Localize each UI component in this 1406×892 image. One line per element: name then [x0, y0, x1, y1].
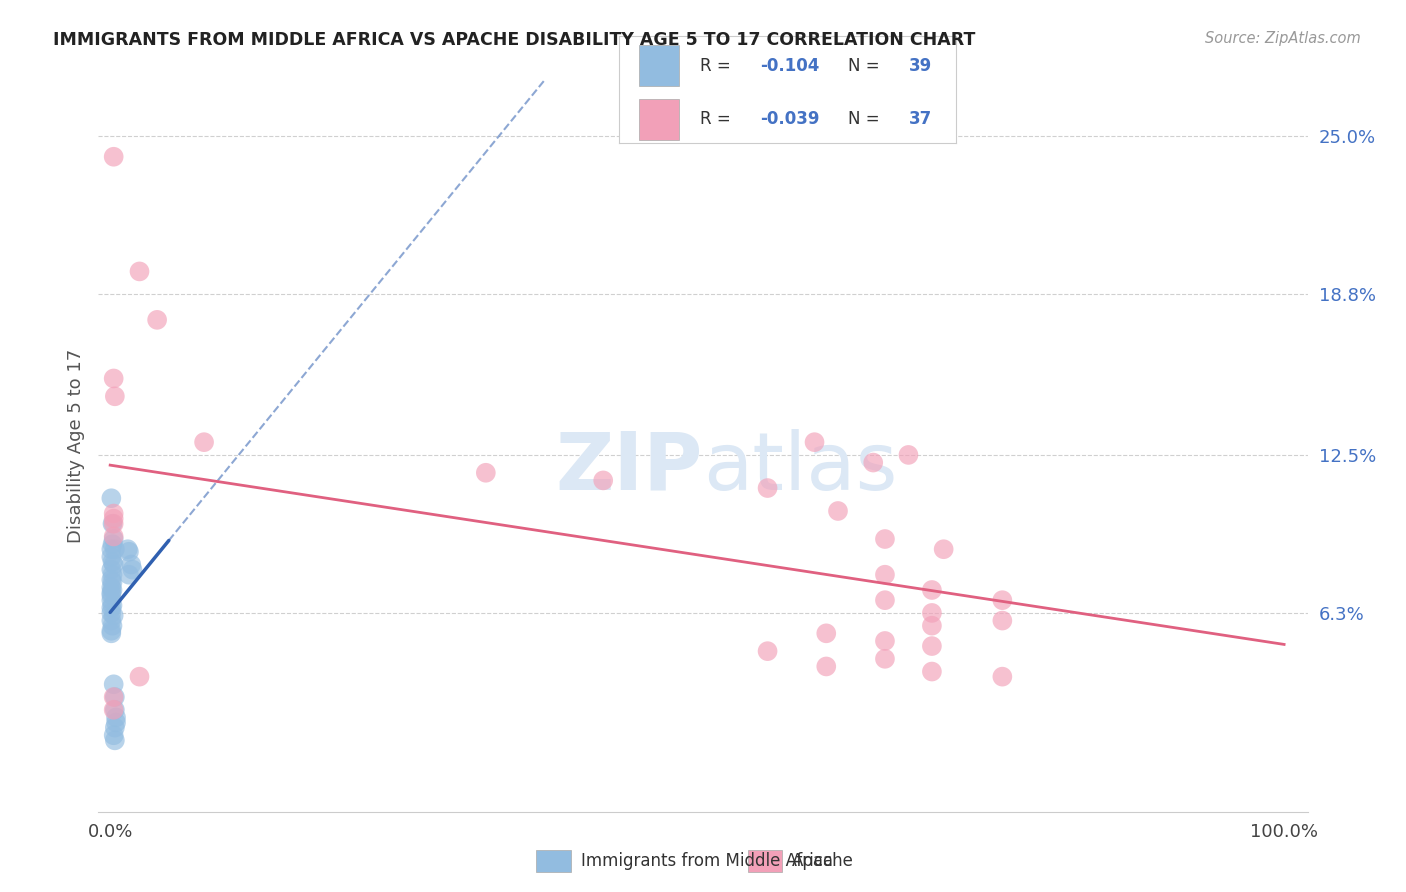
Point	[103, 150, 125, 164]
Text: atlas: atlas	[703, 429, 897, 507]
Point	[103, 532, 125, 546]
Point	[100, 593, 122, 607]
Point	[100, 549, 122, 564]
Text: 37: 37	[908, 111, 932, 128]
Bar	[638, 45, 679, 86]
Point	[873, 652, 896, 666]
Point	[100, 563, 122, 577]
Point	[103, 728, 125, 742]
Text: Source: ZipAtlas.com: Source: ZipAtlas.com	[1205, 31, 1361, 46]
Point	[103, 511, 125, 525]
Point	[103, 703, 125, 717]
Point	[103, 371, 125, 385]
Text: -0.039: -0.039	[761, 111, 820, 128]
Point	[873, 634, 896, 648]
Text: Immigrants from Middle Africa: Immigrants from Middle Africa	[581, 852, 832, 870]
Text: N =: N =	[848, 111, 884, 128]
Point	[827, 504, 849, 518]
Point	[104, 389, 127, 403]
Point	[803, 435, 825, 450]
Point	[873, 532, 896, 546]
Point	[101, 516, 124, 531]
Point	[991, 614, 1014, 628]
Point	[104, 542, 127, 557]
Point	[101, 555, 124, 569]
Point	[100, 542, 122, 557]
Point	[897, 448, 920, 462]
Text: ZIP: ZIP	[555, 429, 703, 507]
Point	[592, 474, 614, 488]
Point	[100, 491, 122, 506]
Point	[756, 644, 779, 658]
Point	[101, 537, 124, 551]
Point	[815, 659, 838, 673]
Bar	[748, 849, 782, 872]
Point	[862, 456, 884, 470]
Point	[475, 466, 498, 480]
Text: Apache: Apache	[793, 852, 855, 870]
Point	[100, 573, 122, 587]
Bar	[537, 849, 571, 872]
Point	[991, 593, 1014, 607]
Point	[128, 264, 150, 278]
Point	[991, 670, 1014, 684]
Point	[100, 626, 122, 640]
Y-axis label: Disability Age 5 to 17: Disability Age 5 to 17	[66, 349, 84, 543]
Point	[146, 313, 169, 327]
Point	[921, 618, 943, 632]
Point	[921, 606, 943, 620]
Point	[103, 608, 125, 623]
Text: 39: 39	[908, 57, 932, 75]
Point	[103, 690, 125, 704]
Point	[100, 600, 122, 615]
Text: R =: R =	[700, 111, 735, 128]
Point	[103, 516, 125, 531]
Point	[100, 614, 122, 628]
Point	[104, 733, 127, 747]
Point	[120, 558, 142, 572]
Text: -0.104: -0.104	[761, 57, 820, 75]
Point	[921, 665, 943, 679]
Point	[121, 563, 143, 577]
Point	[104, 703, 127, 717]
Point	[128, 670, 150, 684]
Point	[873, 567, 896, 582]
Point	[103, 507, 125, 521]
Point	[105, 710, 128, 724]
Point	[118, 545, 141, 559]
Point	[100, 581, 122, 595]
Point	[117, 542, 139, 557]
Text: R =: R =	[700, 57, 735, 75]
Point	[815, 626, 838, 640]
Point	[105, 715, 128, 730]
Text: IMMIGRANTS FROM MIDDLE AFRICA VS APACHE DISABILITY AGE 5 TO 17 CORRELATION CHART: IMMIGRANTS FROM MIDDLE AFRICA VS APACHE …	[53, 31, 976, 49]
Text: N =: N =	[848, 57, 884, 75]
Point	[101, 582, 124, 597]
Point	[104, 721, 127, 735]
Point	[100, 624, 122, 638]
Point	[100, 588, 122, 602]
Point	[118, 567, 141, 582]
Point	[100, 585, 122, 599]
Bar	[638, 99, 679, 139]
Point	[921, 582, 943, 597]
Point	[104, 690, 127, 704]
Point	[873, 593, 896, 607]
Point	[756, 481, 779, 495]
Point	[101, 618, 124, 632]
Point	[103, 677, 125, 691]
Point	[103, 529, 125, 543]
Point	[193, 435, 215, 450]
Point	[103, 558, 125, 572]
Point	[100, 606, 122, 620]
Point	[101, 567, 124, 582]
Point	[101, 599, 124, 613]
Point	[921, 639, 943, 653]
Point	[932, 542, 955, 557]
Point	[101, 575, 124, 590]
